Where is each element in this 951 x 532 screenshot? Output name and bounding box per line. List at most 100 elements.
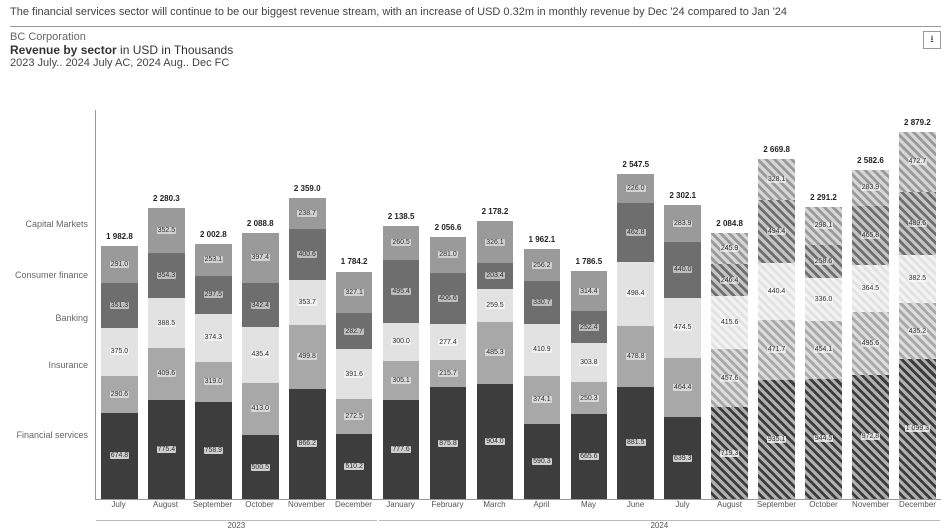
bar-segment: 246.4 xyxy=(711,264,748,295)
segment-value: 866.2 xyxy=(297,440,317,447)
segment-value: 665.6 xyxy=(579,453,599,460)
segment-value: 454.1 xyxy=(814,346,834,353)
segment-value: 277.4 xyxy=(438,339,458,346)
bar-column: 2 669.8935.1471.7440.4494.4328.1 xyxy=(753,110,800,499)
bar-total: 2 669.8 xyxy=(758,145,795,154)
sector-label: Consumer finance xyxy=(0,270,88,280)
bar-segment: 400.6 xyxy=(289,229,326,280)
title-rest: in USD in Thousands xyxy=(117,43,234,57)
bar-segment: 454.1 xyxy=(805,321,842,379)
segment-value: 489.6 xyxy=(908,220,928,227)
bar-total: 2 547.5 xyxy=(617,160,654,169)
bar-column: 2 056.6875.8215.7277.4406.6281.0 xyxy=(425,110,472,499)
segment-value: 495.6 xyxy=(861,340,881,347)
x-tick: July xyxy=(659,500,706,522)
segment-value: 330.7 xyxy=(532,299,552,306)
bar-segment: 258.6 xyxy=(805,245,842,278)
bar-total: 2 280.3 xyxy=(148,194,185,203)
bar-segment: 326.1 xyxy=(477,221,514,263)
segment-value: 246.4 xyxy=(720,277,740,284)
bar-column: 2 138.5777.6305.1300.0495.4260.5 xyxy=(378,110,425,499)
bar-segment: 472.7 xyxy=(899,132,936,192)
segment-value: 364.5 xyxy=(861,285,881,292)
bar-segment: 374.1 xyxy=(524,376,561,424)
x-tick: August xyxy=(142,500,189,522)
x-tick: November xyxy=(283,500,330,522)
segment-value: 875.8 xyxy=(438,440,458,447)
bar-segment: 471.7 xyxy=(758,320,795,380)
bar-segment: 495.4 xyxy=(383,260,420,323)
sector-label: Financial services xyxy=(0,430,88,440)
bar-segment: 435.4 xyxy=(242,327,279,383)
segment-value: 374.1 xyxy=(532,396,552,403)
segment-value: 457.6 xyxy=(720,375,740,382)
header-left: BC Corporation Revenue by sector in USD … xyxy=(10,31,233,69)
bar-segment: 290.6 xyxy=(101,376,138,413)
segment-value: 375.0 xyxy=(110,348,130,355)
bar-segment: 226.0 xyxy=(617,174,654,203)
sector-label: Insurance xyxy=(0,360,88,370)
bar-column: 2 547.5881.5478.8498.4462.8226.0 xyxy=(612,110,659,499)
bar-segment: 374.3 xyxy=(195,314,232,362)
segment-value: 258.6 xyxy=(814,258,834,265)
bar-segment: 639.3 xyxy=(664,417,701,499)
bar-segment: 775.4 xyxy=(148,400,185,499)
bar-segment: 499.8 xyxy=(289,325,326,389)
bar-segment: 352.5 xyxy=(148,208,185,253)
bar-segment: 252.4 xyxy=(571,311,608,343)
bar-segment: 305.1 xyxy=(383,361,420,400)
segment-value: 413.0 xyxy=(251,405,271,412)
segment-value: 494.4 xyxy=(767,228,787,235)
segment-value: 465.8 xyxy=(861,232,881,239)
segment-value: 282.7 xyxy=(344,328,364,335)
bar-column: 2 291.2944.5454.1336.0258.6298.1 xyxy=(800,110,847,499)
segment-value: 297.5 xyxy=(204,291,224,298)
bar-column: 2 582.6972.8495.6364.5465.8283.9 xyxy=(847,110,894,499)
bar-column: 1 962.1590.3374.1410.9330.7256.2 xyxy=(518,110,565,499)
company-name: BC Corporation xyxy=(10,31,233,43)
bar-total: 2 582.6 xyxy=(852,156,889,165)
segment-value: 291.0 xyxy=(110,261,130,268)
report-page: The financial services sector will conti… xyxy=(0,0,951,532)
bar-segment: 410.9 xyxy=(524,324,561,376)
bar-column: 2 002.8758.9319.0374.3297.5253.1 xyxy=(190,110,237,499)
bar-segment: 881.5 xyxy=(617,387,654,499)
bar-segment: 297.5 xyxy=(195,276,232,314)
segment-value: 326.1 xyxy=(485,239,505,246)
bar-column: 2 280.3775.4409.6388.5354.3352.5 xyxy=(143,110,190,499)
bar-total: 2 056.6 xyxy=(430,223,467,232)
bar-total: 2 178.2 xyxy=(477,207,514,216)
bar-column: 2 088.8500.5413.0435.4342.4397.4 xyxy=(237,110,284,499)
bar-segment: 406.6 xyxy=(430,273,467,325)
bar-segment: 665.6 xyxy=(571,414,608,499)
bar-segment: 935.1 xyxy=(758,380,795,499)
segment-value: 639.3 xyxy=(673,455,693,462)
bar-column: 2 879.21 099.3435.2382.5489.6472.7 xyxy=(894,110,941,499)
bar-segment: 464.4 xyxy=(664,358,701,417)
segment-value: 495.4 xyxy=(391,288,411,295)
bar-segment: 440.4 xyxy=(758,263,795,319)
bar-column: 1 786.5665.6250.3303.8252.4314.4 xyxy=(565,110,612,499)
bar-segment: 457.6 xyxy=(711,349,748,407)
bar-segment: 1 099.3 xyxy=(899,359,936,499)
segment-value: 397.4 xyxy=(251,254,271,261)
bar-segment: 875.8 xyxy=(430,387,467,499)
x-tick: March xyxy=(471,500,518,522)
export-button[interactable]: ⭳ xyxy=(923,31,941,49)
bar-segment: 413.0 xyxy=(242,383,279,436)
export-icon: ⭳ xyxy=(930,32,934,49)
bar-column: 2 302.1639.3464.4474.5440.0283.9 xyxy=(659,110,706,499)
bar-segment: 462.8 xyxy=(617,203,654,262)
bar-segment: 256.2 xyxy=(524,249,561,282)
segment-value: 272.5 xyxy=(344,413,364,420)
bar-segment: 440.0 xyxy=(664,242,701,298)
x-tick: January xyxy=(377,500,424,522)
bar-segment: 485.3 xyxy=(477,322,514,384)
segment-value: 374.3 xyxy=(204,334,224,341)
x-tick: December xyxy=(894,500,941,522)
bar-segment: 353.7 xyxy=(289,280,326,325)
bar-segment: 303.8 xyxy=(571,343,608,382)
bar-segment: 674.8 xyxy=(101,413,138,499)
bar-segment: 291.0 xyxy=(101,246,138,283)
bar-segment: 904.0 xyxy=(477,384,514,499)
